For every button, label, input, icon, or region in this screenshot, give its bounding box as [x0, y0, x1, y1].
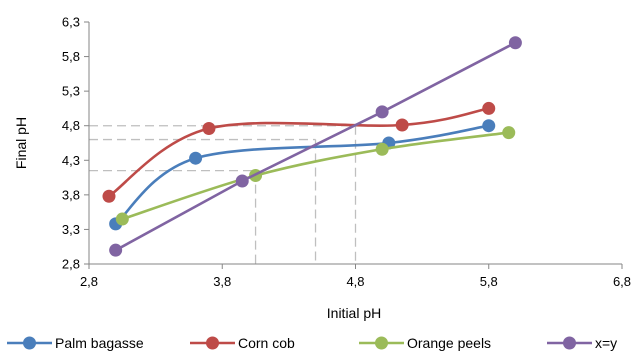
- x-tick-label: 3,8: [213, 274, 231, 289]
- series-group: [102, 36, 522, 257]
- data-point-orange-peels: [502, 126, 516, 140]
- y-tick-label: 2,8: [62, 257, 80, 272]
- x-tick-label: 2,8: [80, 274, 98, 289]
- data-point-palm-bagasse: [189, 151, 203, 165]
- y-tick-label: 3,8: [62, 187, 80, 202]
- x-tick-label: 6,8: [613, 274, 631, 289]
- legend-label-orange-peels: Orange peels: [407, 335, 491, 351]
- y-tick-label: 4,3: [62, 153, 80, 168]
- legend-swatch-marker-corn-cob: [206, 336, 219, 350]
- series-line-x-y: [115, 41, 516, 252]
- data-point-palm-bagasse: [482, 119, 496, 133]
- data-point-x-y: [109, 243, 123, 257]
- legend-swatch-marker-palm-bagasse: [23, 336, 36, 350]
- y-tick-label: 5,3: [62, 84, 80, 99]
- y-tick-label: 3,3: [62, 222, 80, 237]
- data-point-corn-cob: [102, 189, 116, 203]
- data-point-x-y: [235, 174, 249, 188]
- y-tick-label: 5,8: [62, 49, 80, 64]
- axes: [84, 21, 623, 269]
- legend: Palm bagasse Corn cob Orange peels x=y: [7, 335, 617, 351]
- x-tick-label: 5,8: [480, 274, 498, 289]
- data-point-orange-peels: [115, 212, 129, 226]
- data-point-corn-cob: [202, 121, 216, 135]
- data-point-x-y: [508, 36, 522, 50]
- y-tick-label: 6,3: [62, 15, 80, 30]
- legend-swatch-marker-x-y: [563, 336, 576, 350]
- series-line-palm-bagasse: [114, 124, 490, 225]
- tick-labels: 2,8 3,3 3,8 4,3 4,8 5,3 5,8 6,3 2,8 3,8 4,8 5,8 6,8: [62, 15, 631, 290]
- data-point-corn-cob: [482, 101, 496, 115]
- legend-swatch-marker-orange-peels: [375, 336, 388, 350]
- legend-label-palm-bagasse: Palm bagasse: [55, 335, 144, 351]
- series-line-corn-cob: [108, 107, 490, 198]
- data-point-corn-cob: [395, 118, 409, 132]
- data-point-x-y: [375, 105, 389, 119]
- data-point-orange-peels: [375, 142, 389, 156]
- legend-label-corn-cob: Corn cob: [238, 335, 295, 351]
- y-tick-label: 4,8: [62, 118, 80, 133]
- legend-label-x-y: x=y: [595, 335, 617, 351]
- x-axis-title: Initial pH: [327, 305, 381, 321]
- series-line-orange-peels: [121, 131, 509, 221]
- x-tick-label: 4,8: [346, 274, 364, 289]
- y-axis-title: Final pH: [13, 117, 29, 169]
